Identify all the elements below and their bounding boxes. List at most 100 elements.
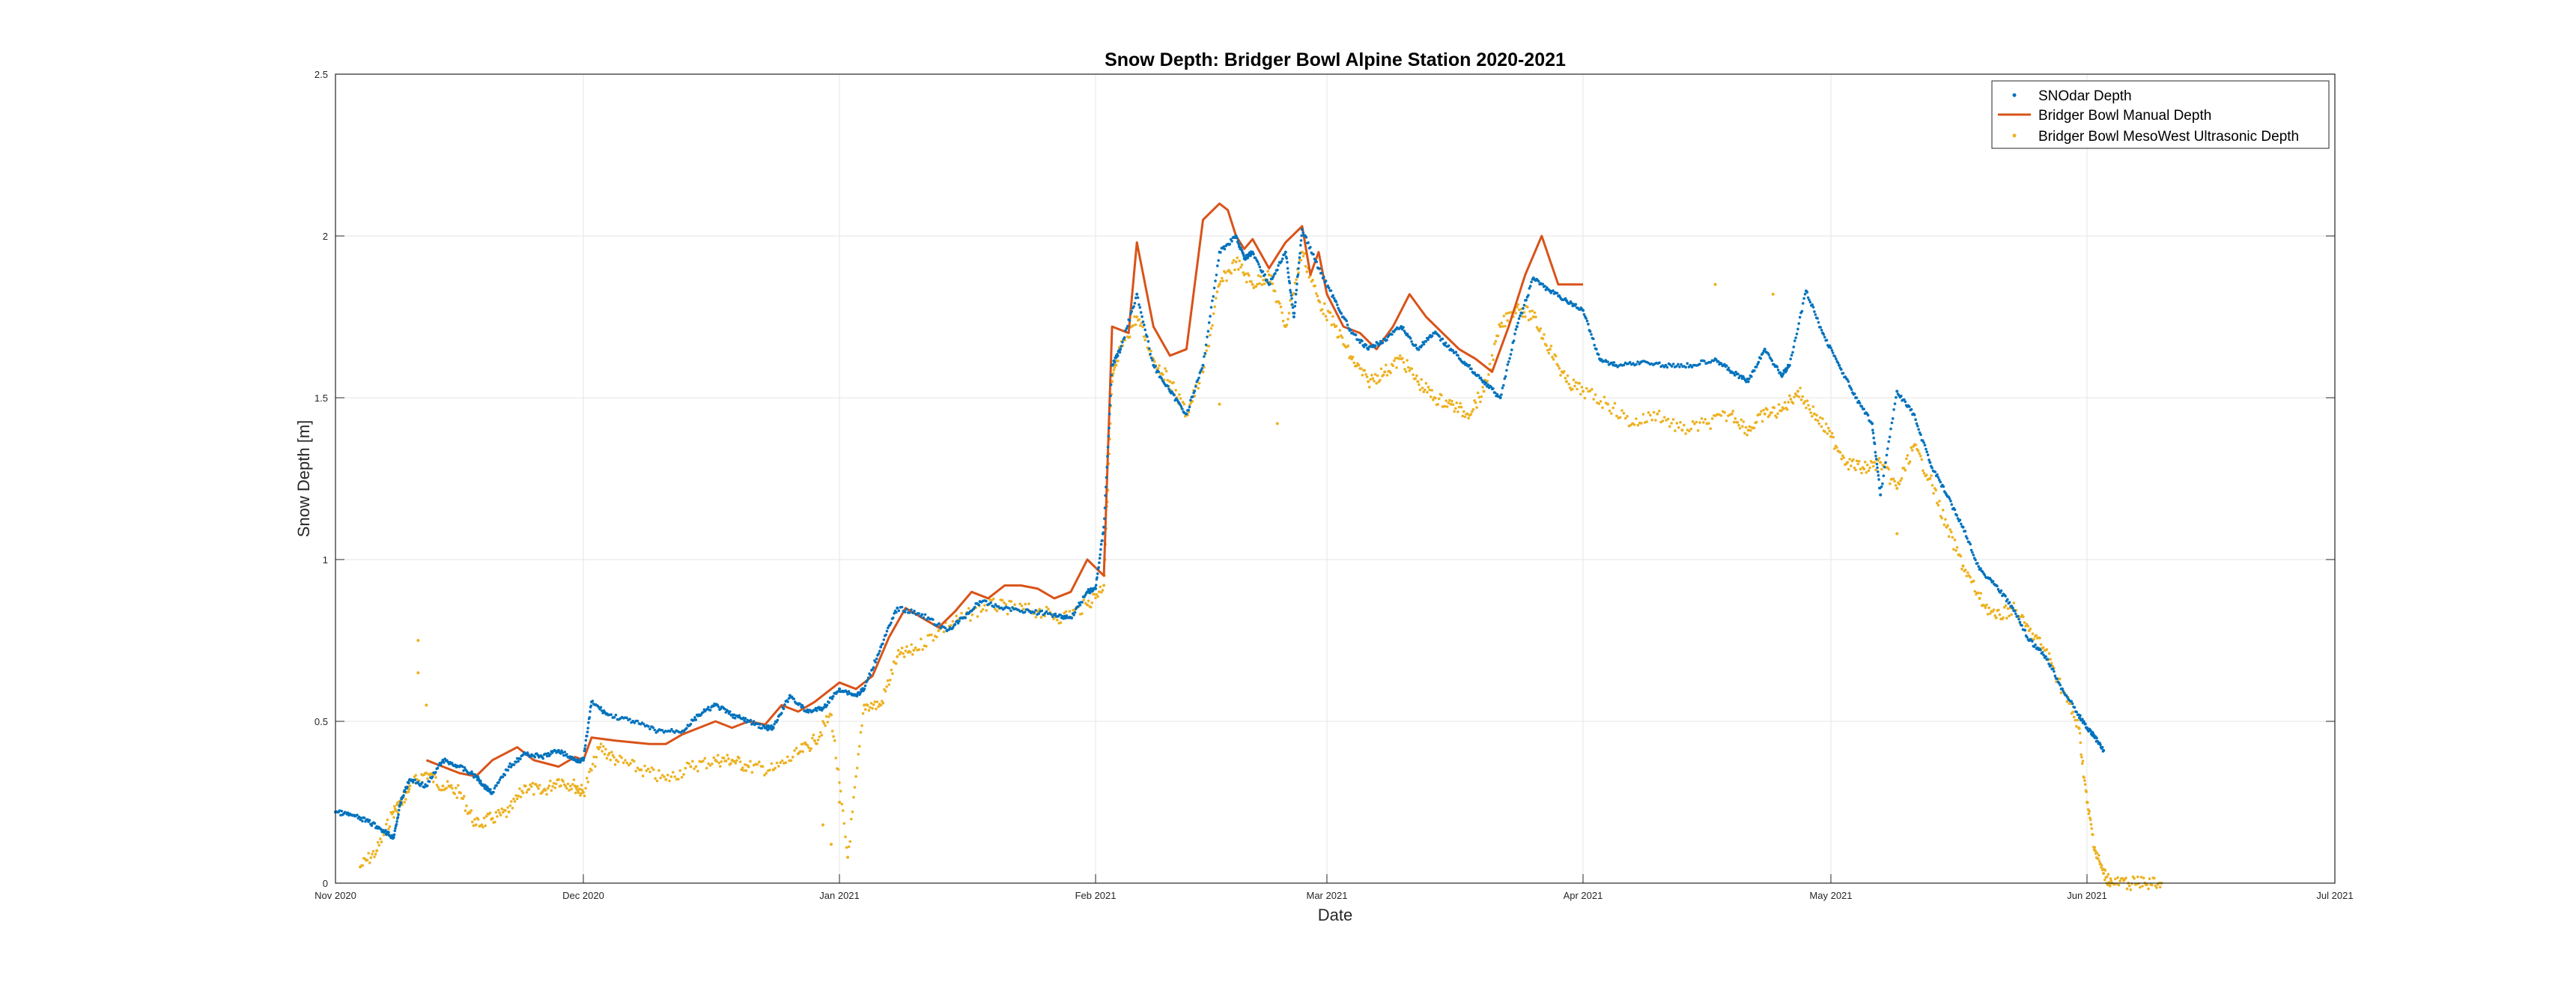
data-point-fill xyxy=(2049,658,2052,661)
data-point-fill xyxy=(397,813,400,816)
data-point-fill xyxy=(1610,361,1614,365)
data-point xyxy=(896,606,899,610)
data-point-fill xyxy=(1738,427,1742,430)
data-point-fill xyxy=(1461,414,1464,418)
data-point-fill xyxy=(842,822,846,825)
data-point-fill xyxy=(484,784,487,787)
data-point xyxy=(1796,390,1799,393)
data-point-fill xyxy=(1219,280,1222,283)
data-point xyxy=(1275,422,1279,425)
data-point xyxy=(425,703,428,707)
data-point-fill xyxy=(508,762,511,766)
data-point-fill xyxy=(1337,336,1340,339)
data-point-fill xyxy=(431,775,434,778)
data-point-fill xyxy=(1487,373,1490,376)
data-point xyxy=(1771,292,1775,296)
data-point-fill xyxy=(1224,271,1227,274)
data-point-fill xyxy=(1525,298,1528,302)
data-point-fill xyxy=(2079,741,2083,745)
data-point-fill xyxy=(863,684,867,688)
data-point-fill xyxy=(1382,373,1385,377)
data-point-fill xyxy=(836,768,840,771)
data-point-fill xyxy=(562,754,565,757)
data-point-fill xyxy=(2095,851,2099,855)
data-point-fill xyxy=(1020,604,1024,607)
data-point-fill xyxy=(1887,467,1890,471)
data-point-fill xyxy=(371,849,375,853)
data-point-fill xyxy=(1858,401,1862,404)
data-point-fill xyxy=(877,705,880,709)
data-point-fill xyxy=(757,726,761,730)
data-point-fill xyxy=(1331,294,1334,297)
data-point-fill xyxy=(2108,885,2112,888)
series-0-points xyxy=(334,228,2106,840)
data-point-fill xyxy=(1258,282,1261,285)
data-point-fill xyxy=(900,646,904,649)
data-point-fill xyxy=(869,706,872,709)
data-point-fill xyxy=(832,735,835,738)
data-point-fill xyxy=(1378,342,1382,345)
data-point-fill xyxy=(1855,396,1859,399)
data-point-fill xyxy=(863,708,867,711)
data-point-fill xyxy=(421,781,424,784)
data-point-fill xyxy=(1292,291,1295,295)
data-point-fill xyxy=(1871,428,1874,431)
data-point-fill xyxy=(1806,296,1810,300)
data-point-fill xyxy=(1206,330,1210,333)
data-point-fill xyxy=(2066,696,2069,699)
data-point-fill xyxy=(1930,474,1933,477)
data-point-fill xyxy=(1296,273,1300,276)
data-point-fill xyxy=(1045,610,1048,613)
data-point-fill xyxy=(2039,643,2043,646)
data-point-fill xyxy=(404,790,407,793)
data-point-fill xyxy=(1799,398,1803,401)
data-point-fill xyxy=(1326,284,1330,288)
data-point-fill xyxy=(1772,363,1775,366)
data-point-fill xyxy=(2069,702,2072,706)
data-point-fill xyxy=(1199,369,1203,372)
data-point-fill xyxy=(1759,357,1762,360)
data-point-fill xyxy=(554,782,558,786)
data-point-fill xyxy=(1852,458,1855,461)
data-point-fill xyxy=(732,713,736,716)
data-point-fill xyxy=(1330,324,1334,327)
data-point-fill xyxy=(1723,363,1726,366)
data-point-fill xyxy=(990,598,994,602)
data-point-fill xyxy=(944,626,947,630)
data-point-fill xyxy=(636,719,640,723)
data-point-fill xyxy=(1516,321,1519,325)
data-point-fill xyxy=(2065,700,2068,703)
data-point-fill xyxy=(1138,306,1142,309)
data-point-fill xyxy=(1266,279,1269,282)
data-point-fill xyxy=(1364,373,1367,376)
data-point-fill xyxy=(484,824,487,828)
data-point-fill xyxy=(1725,419,1728,422)
data-point-fill xyxy=(917,648,921,651)
data-point xyxy=(2011,606,2014,610)
data-point-fill xyxy=(932,618,935,621)
data-point-fill xyxy=(616,760,620,763)
data-point-fill xyxy=(1393,359,1396,363)
data-point-fill xyxy=(1346,323,1349,327)
data-point-fill xyxy=(1686,362,1689,366)
data-point-fill xyxy=(908,650,912,654)
data-point-fill xyxy=(1814,313,1817,316)
data-point-fill xyxy=(1821,417,1824,420)
data-point-fill xyxy=(371,852,374,856)
data-point-fill xyxy=(1471,407,1475,411)
data-point-fill xyxy=(1285,324,1289,327)
data-point-fill xyxy=(1414,343,1418,347)
data-point-fill xyxy=(1537,279,1540,283)
data-point-fill xyxy=(1424,381,1428,385)
data-point-fill xyxy=(1008,607,1011,610)
data-point-fill xyxy=(1473,399,1476,402)
data-point-fill xyxy=(1507,360,1510,363)
data-point-fill xyxy=(1108,412,1111,416)
data-point-fill xyxy=(1789,357,1792,361)
data-point-fill xyxy=(1599,400,1603,403)
data-point-fill xyxy=(1365,375,1369,378)
data-point-fill xyxy=(1252,252,1255,256)
data-point-fill xyxy=(2100,745,2104,749)
data-point xyxy=(2060,687,2064,691)
